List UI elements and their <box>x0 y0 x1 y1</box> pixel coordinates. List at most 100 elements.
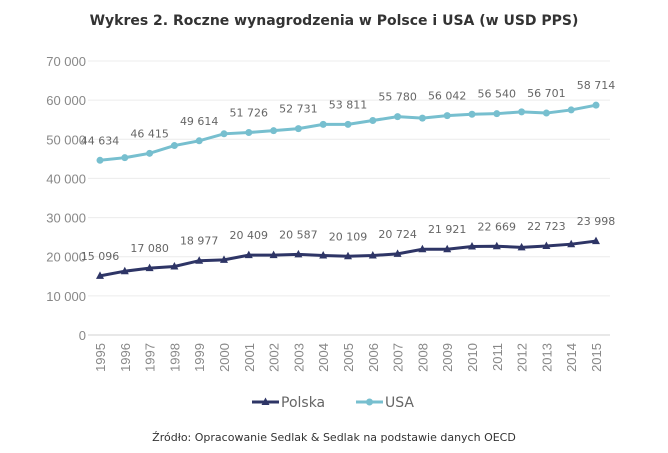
data-label: 49 614 <box>180 115 219 128</box>
data-point <box>170 142 178 150</box>
data-point <box>567 106 575 114</box>
data-point <box>592 101 600 109</box>
data-point <box>121 154 129 162</box>
data-point <box>245 129 253 137</box>
data-point <box>418 114 426 122</box>
y-tick-label: 60 000 <box>46 93 86 108</box>
data-label: 22 669 <box>478 220 517 233</box>
x-tick-label: 2014 <box>564 343 579 372</box>
x-tick-label: 2011 <box>490 343 505 371</box>
data-point <box>344 251 352 260</box>
data-point <box>146 149 154 157</box>
x-tick-label: 2000 <box>217 343 232 372</box>
y-tick-label: 30 000 <box>46 211 86 226</box>
data-label: 18 977 <box>180 235 219 248</box>
data-label: 44 634 <box>81 134 120 147</box>
data-point <box>542 109 550 117</box>
x-tick-label: 1997 <box>143 343 158 372</box>
x-tick-label: 2006 <box>366 343 381 372</box>
x-tick-label: 2013 <box>539 343 554 372</box>
data-label: 58 714 <box>577 79 616 92</box>
x-tick-label: 1996 <box>118 343 133 372</box>
data-point <box>145 263 154 272</box>
data-point <box>294 249 303 258</box>
data-point <box>567 239 576 248</box>
data-label: 46 415 <box>130 127 169 140</box>
data-point <box>468 110 476 118</box>
source-note: Źródło: Opracowanie Sedlak & Sedlak na p… <box>152 431 516 444</box>
data-label: 56 540 <box>478 88 517 101</box>
legend-label: Polska <box>281 395 325 411</box>
x-tick-label: 2004 <box>316 343 331 372</box>
data-point <box>319 120 327 128</box>
data-label: 52 731 <box>279 103 318 116</box>
data-point <box>368 251 377 259</box>
y-tick-label: 70 000 <box>46 54 86 69</box>
data-label: 21 921 <box>428 223 467 236</box>
data-point <box>492 241 501 250</box>
x-tick-label: 2003 <box>291 343 306 372</box>
data-point <box>517 242 526 251</box>
x-tick-label: 2005 <box>341 343 356 372</box>
data-point <box>220 130 228 138</box>
data-label: 22 723 <box>527 220 566 233</box>
data-point <box>319 251 328 259</box>
data-label: 20 109 <box>329 230 368 243</box>
x-tick-label: 2002 <box>267 343 282 372</box>
data-label: 20 587 <box>279 228 318 241</box>
chart-title: Wykres 2. Roczne wynagrodzenia w Polsce … <box>90 13 579 29</box>
data-point <box>270 127 278 135</box>
legend: Polska USA <box>252 395 414 411</box>
data-point <box>244 250 253 259</box>
data-point <box>269 250 278 259</box>
data-point <box>518 108 526 116</box>
y-tick-label: 40 000 <box>46 171 86 186</box>
x-tick-label: 1995 <box>93 343 108 372</box>
data-point <box>418 244 427 253</box>
data-label: 56 042 <box>428 90 467 103</box>
x-tick-label: 2001 <box>242 343 257 372</box>
data-point <box>96 271 104 279</box>
data-point <box>369 116 377 124</box>
data-point <box>468 242 476 250</box>
legend-label: USA <box>385 395 414 411</box>
data-point <box>195 256 204 264</box>
data-point <box>542 241 551 250</box>
data-point <box>493 110 501 118</box>
x-tick-label: 2012 <box>515 343 530 372</box>
x-tick-label: 2015 <box>589 343 604 372</box>
data-label: 15 096 <box>81 250 120 263</box>
x-tick-label: 2009 <box>440 343 455 372</box>
y-tick-label: 50 000 <box>46 132 86 147</box>
data-label: 55 780 <box>378 91 417 104</box>
x-tick-label: 2008 <box>415 343 430 372</box>
data-point <box>443 244 452 253</box>
y-tick-label: 20 000 <box>46 250 86 265</box>
data-point <box>344 120 352 128</box>
data-point <box>294 125 302 133</box>
data-label: 53 811 <box>329 98 368 111</box>
data-point <box>195 137 203 145</box>
y-tick-label: 10 000 <box>46 289 86 304</box>
data-point <box>394 113 402 121</box>
x-tick-label: 1999 <box>192 343 207 372</box>
data-point <box>443 112 451 120</box>
data-point <box>393 249 402 257</box>
x-tick-label: 1998 <box>167 343 182 372</box>
x-tick-label: 2010 <box>465 343 480 372</box>
data-label: 20 724 <box>378 228 417 241</box>
data-point <box>96 156 104 164</box>
legend-marker <box>261 397 270 405</box>
x-tick-label: 2007 <box>391 343 406 372</box>
data-label: 23 998 <box>577 215 616 228</box>
data-point <box>592 236 600 245</box>
data-point <box>220 255 228 263</box>
data-point <box>170 262 179 270</box>
data-label: 56 701 <box>527 87 566 100</box>
data-label: 17 080 <box>130 242 169 255</box>
y-tick-label: 0 <box>79 328 86 343</box>
data-label: 20 409 <box>230 229 269 242</box>
legend-marker <box>366 398 373 406</box>
data-label: 51 726 <box>230 107 269 120</box>
